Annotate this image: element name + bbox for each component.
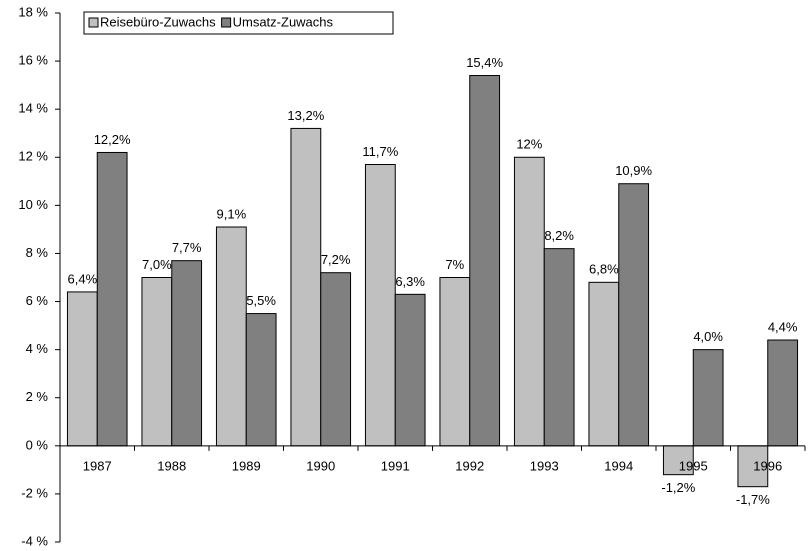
bar xyxy=(290,127,322,447)
bar xyxy=(66,291,98,447)
bar xyxy=(364,163,396,447)
value-label: 5,5% xyxy=(246,293,276,308)
value-label: 11,7% xyxy=(362,144,398,159)
y-tick-label: -2 % xyxy=(21,485,48,500)
value-label: 7,2% xyxy=(321,252,351,267)
bar xyxy=(662,445,694,476)
bar xyxy=(469,75,501,447)
legend-box xyxy=(83,11,394,35)
bar xyxy=(543,248,575,447)
value-label: 7% xyxy=(445,257,464,272)
legend-label: Umsatz-Zuwachs xyxy=(233,14,334,29)
value-label: -1,2% xyxy=(661,480,695,495)
value-label: 12% xyxy=(516,137,542,152)
value-label: 6,4% xyxy=(68,271,98,286)
bar xyxy=(215,226,247,447)
x-tick-label: 1994 xyxy=(604,458,633,473)
bar xyxy=(767,339,799,447)
bar xyxy=(439,277,471,447)
x-tick-label: 1993 xyxy=(530,458,559,473)
y-tick-label: 12 % xyxy=(18,149,48,164)
bar xyxy=(171,260,203,447)
bar xyxy=(692,349,724,447)
x-tick-label: 1990 xyxy=(306,458,335,473)
value-label: 8,2% xyxy=(544,228,574,243)
y-tick-label: 2 % xyxy=(26,389,49,404)
y-tick-label: 0 % xyxy=(26,437,49,452)
value-label: 6,8% xyxy=(589,262,619,277)
y-tick-label: -4 % xyxy=(21,533,48,548)
value-label: 10,9% xyxy=(615,163,652,178)
y-tick-label: 8 % xyxy=(26,245,49,260)
bar xyxy=(737,445,769,488)
bar xyxy=(618,183,650,447)
x-tick-label: 1988 xyxy=(157,458,186,473)
bar xyxy=(96,151,128,447)
bar xyxy=(513,156,545,447)
value-label: -1,7% xyxy=(736,492,770,507)
value-label: 13,2% xyxy=(287,108,324,123)
bar xyxy=(588,281,620,447)
x-tick-label: 1996 xyxy=(753,458,782,473)
x-tick-label: 1995 xyxy=(679,458,708,473)
value-label: 15,4% xyxy=(466,55,503,70)
y-tick-label: 10 % xyxy=(18,197,48,212)
legend-label: Reisebüro-Zuwachs xyxy=(100,14,216,29)
value-label: 7,7% xyxy=(172,240,202,255)
value-label: 7,0% xyxy=(142,257,172,272)
bar xyxy=(141,277,173,447)
legend-swatch xyxy=(221,17,232,28)
x-tick-label: 1989 xyxy=(232,458,261,473)
bar xyxy=(245,313,277,447)
value-label: 6,3% xyxy=(395,274,425,289)
value-label: 4,0% xyxy=(693,329,723,344)
y-tick-label: 4 % xyxy=(26,341,49,356)
y-tick-label: 14 % xyxy=(18,101,48,116)
x-tick-label: 1987 xyxy=(83,458,112,473)
y-tick-label: 6 % xyxy=(26,293,49,308)
x-tick-label: 1992 xyxy=(455,458,484,473)
value-label: 4,4% xyxy=(768,319,798,334)
bar xyxy=(320,272,352,447)
legend-swatch xyxy=(88,17,99,28)
value-label: 9,1% xyxy=(217,206,247,221)
y-tick-label: 18 % xyxy=(18,4,48,19)
y-tick-label: 16 % xyxy=(18,53,48,68)
value-label: 12,2% xyxy=(94,132,131,147)
bar xyxy=(394,293,426,447)
x-tick-label: 1991 xyxy=(381,458,410,473)
